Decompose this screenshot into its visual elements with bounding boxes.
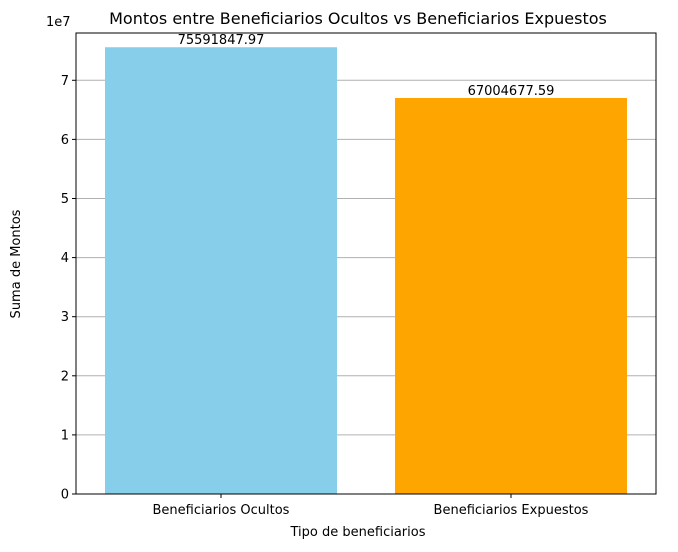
bars [105, 47, 627, 495]
bar-value-label: 75591847.97 [178, 33, 265, 48]
bar-value-label: 67004677.59 [468, 84, 555, 99]
y-tick-label: 7 [61, 74, 69, 89]
y-tick-label: 5 [61, 192, 69, 207]
y-tick-label: 0 [61, 488, 69, 503]
y-tick-label: 3 [61, 310, 69, 325]
x-tick-label: Beneficiarios Ocultos [153, 503, 290, 518]
plot-frame [75, 32, 657, 495]
bar [395, 97, 627, 495]
chart-title: Montos entre Beneficiarios Ocultos vs Be… [109, 9, 607, 28]
y-tick-label: 1 [61, 428, 69, 443]
y-tick-label: 6 [61, 133, 69, 148]
y-tick-label: 2 [61, 369, 69, 384]
x-axis-label: Tipo de beneficiarios [290, 525, 426, 540]
y-tick-label: 4 [61, 251, 69, 266]
bar [105, 47, 337, 495]
x-tick-label: Beneficiarios Expuestos [434, 503, 589, 518]
y-axis-label: Suma de Montos [9, 209, 24, 318]
y-axis-offset-label: 1e7 [46, 15, 71, 30]
